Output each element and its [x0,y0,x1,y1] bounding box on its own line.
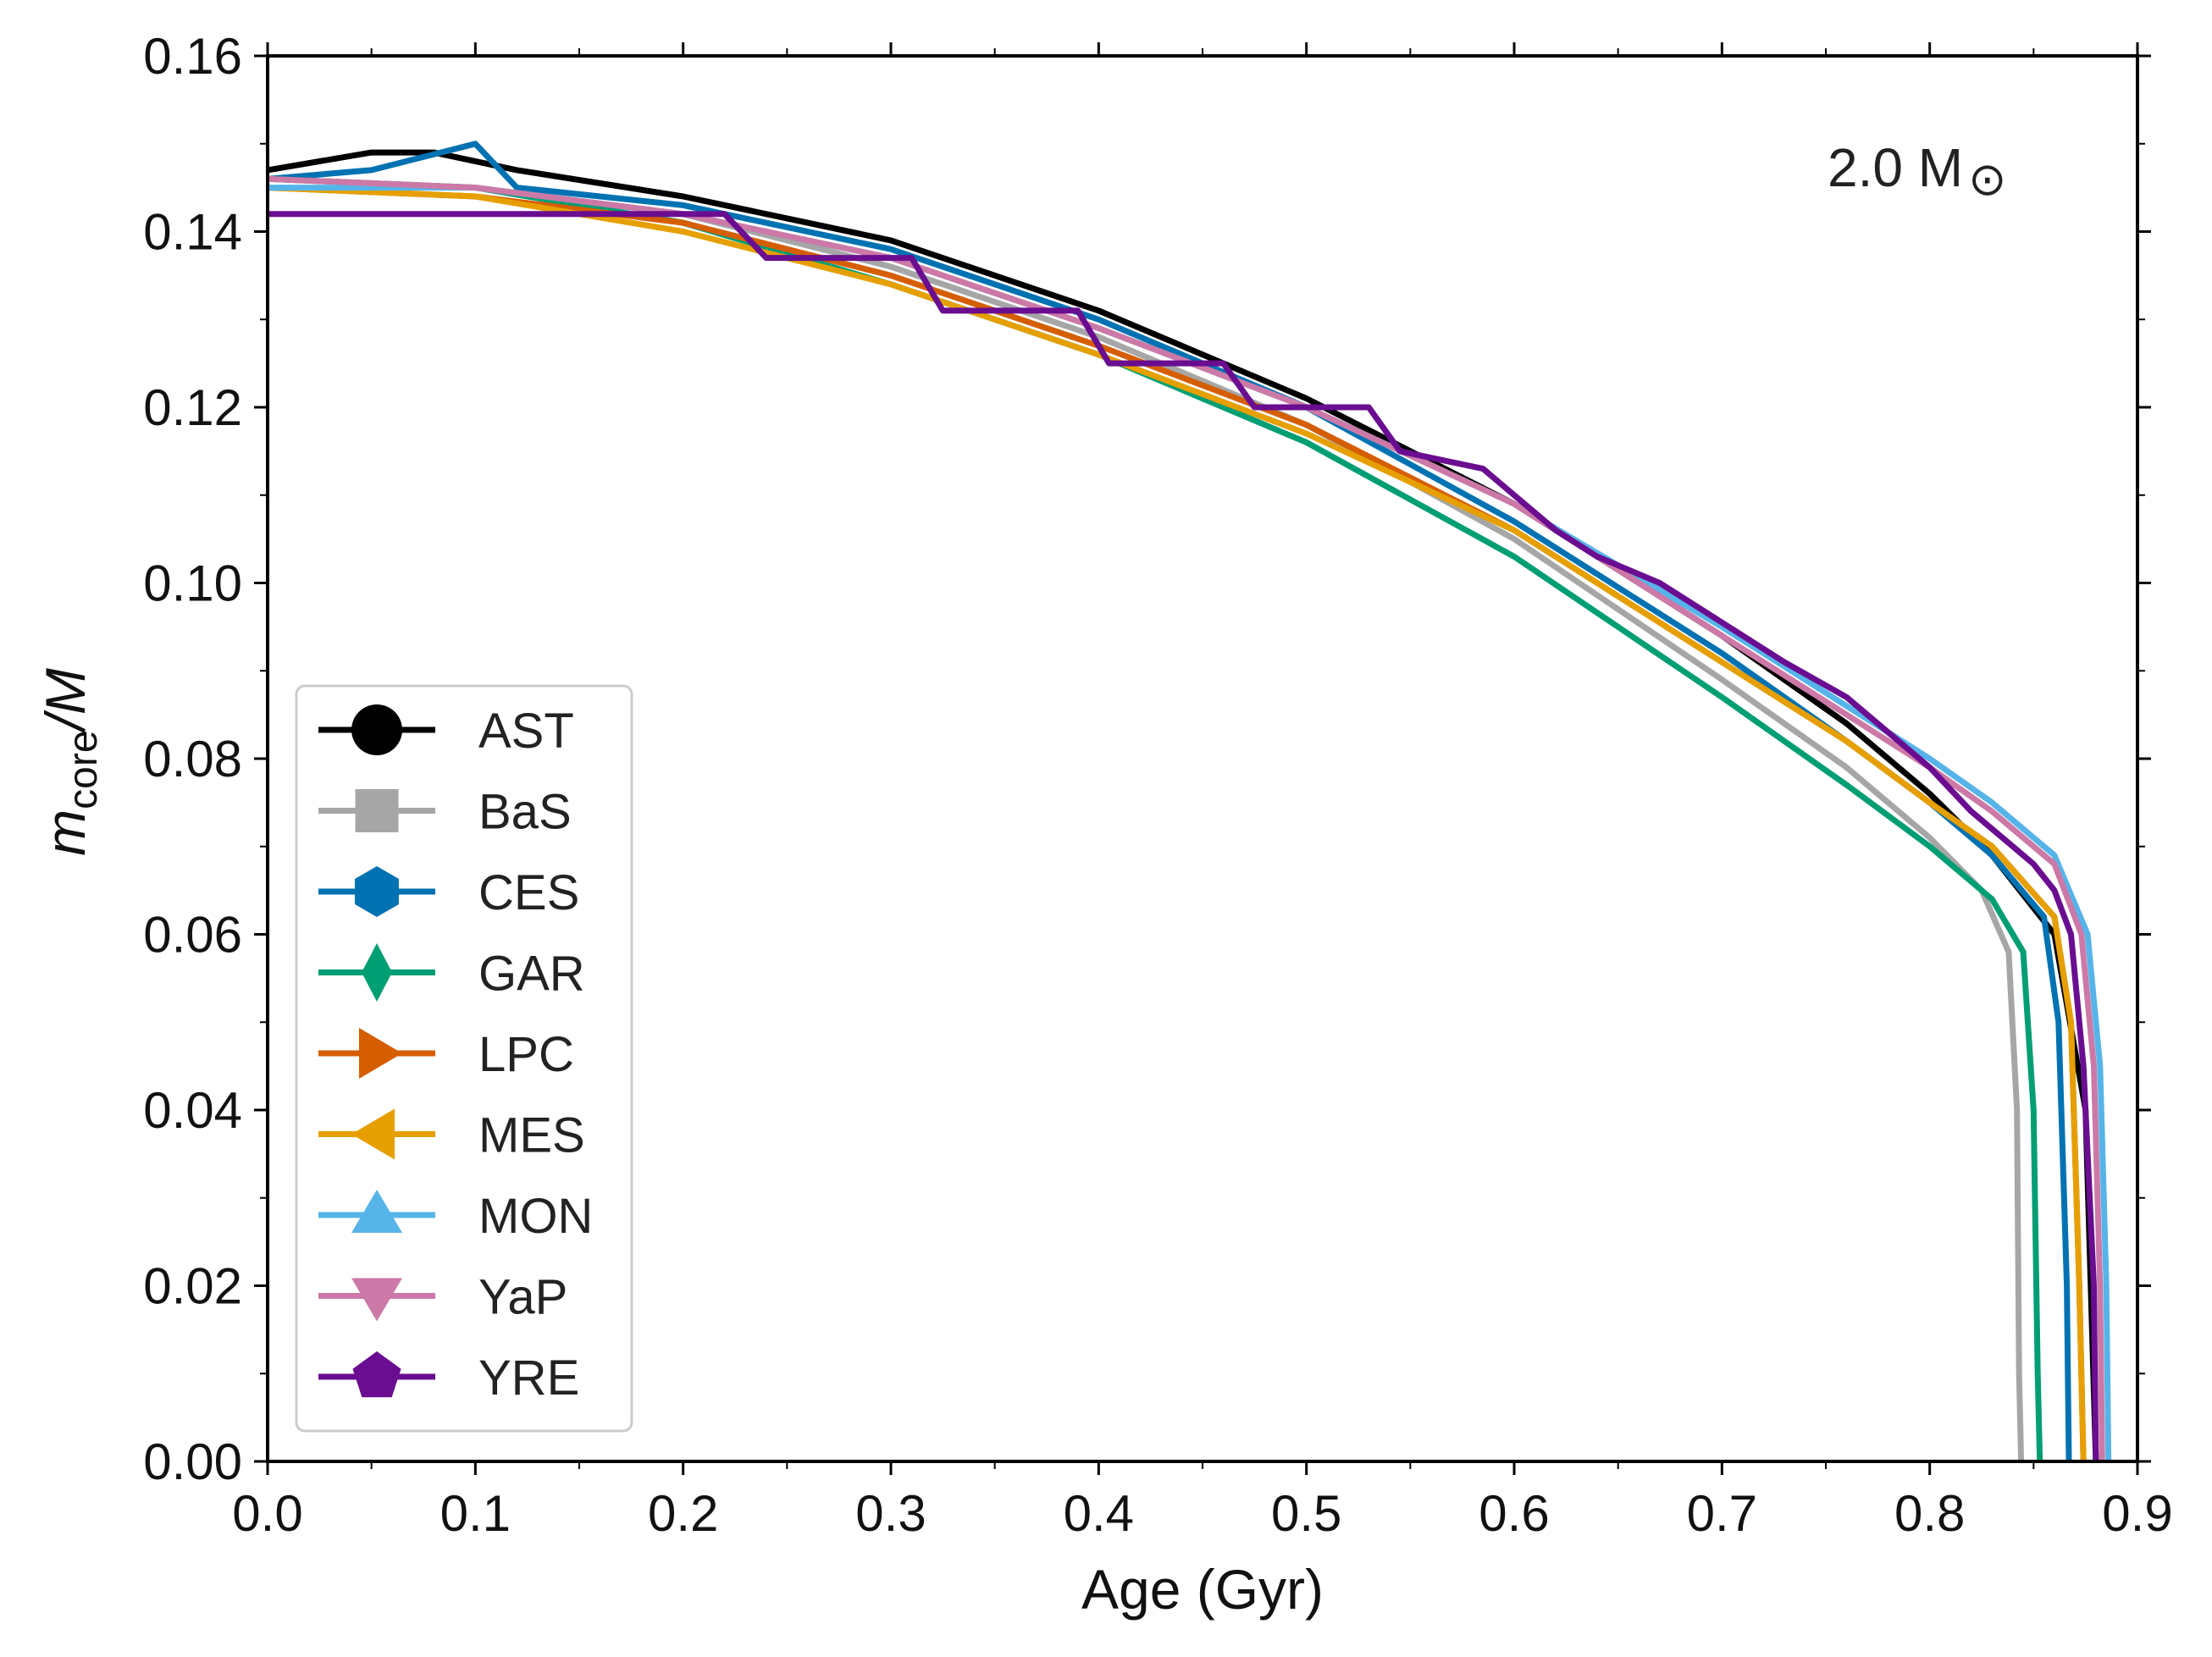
legend-marker-diamond [362,943,392,1002]
sun-symbol: ⊙ [1968,154,2006,205]
y-tick-label: 0.14 [143,204,242,261]
series-layer [267,141,2112,1462]
legend-item-mon: MON [318,1189,593,1244]
legend-item-yre: YRE [318,1350,579,1406]
y-axis-title-sub: core [61,730,106,809]
series-line-mes [267,185,2087,1462]
y-axis-title: mcore/M [34,668,106,856]
legend-marker-triangle-left [351,1108,395,1160]
legend-marker-triangle-right [359,1028,402,1079]
legend-marker-circle [351,704,402,755]
y-tick-label: 0.16 [143,28,242,85]
ticks-layer: 0.0 0.1 0.2 0.3 0.4 0.5 0.6 0.7 0.8 0.9 0.00 0.02 0.… [143,28,2172,1542]
x-tick-label: 0.5 [1271,1485,1341,1542]
y-tick-label: 0.12 [143,379,242,436]
legend-item-ces: CES [318,865,579,920]
legend-marker-hexagon [355,866,399,917]
legend-marker-triangle-up [351,1190,402,1233]
y-tick-label: 0.10 [143,555,242,612]
legend-marker-pentagon [352,1351,401,1398]
legend-frame [295,684,633,1433]
x-tick-label: 0.3 [855,1485,926,1542]
x-tick-label: 0.0 [232,1485,302,1542]
x-tick-label: 0.9 [2102,1485,2172,1542]
legend-item-bas: BaS [318,785,572,840]
legend-label: MON [478,1189,593,1244]
legend-item-lpc: LPC [318,1027,574,1082]
legend-marker-square [355,789,399,832]
legend-item-mes: MES [318,1108,585,1163]
y-tick-label: 0.04 [143,1082,242,1139]
x-tick-label: 0.6 [1479,1485,1549,1542]
legend-marker-triangle-down [351,1278,402,1322]
series-line-yap [267,175,2105,1462]
y-tick-label: 0.02 [143,1258,242,1315]
y-tick-label: 0.08 [143,731,242,787]
series-line-ces [267,141,2072,1462]
x-axis-title: Age (Gyr) [1081,1558,1324,1621]
legend: AST BaS CES GAR LPC MES MON YaP YRE [295,684,633,1433]
mass-annotation: 2.0 M ⊙ [1828,137,2006,205]
legend-item-gar: GAR [318,943,585,1002]
legend-label: AST [478,704,574,759]
y-axis-title-rest: /M [34,668,97,733]
x-tick-label: 0.7 [1687,1485,1757,1542]
legend-label: CES [478,865,579,920]
y-tick-label: 0.06 [143,907,242,964]
mass-annotation-value: 2.0 M [1828,137,1963,198]
y-axis-title-m: m [34,809,97,856]
legend-label: MES [478,1108,585,1163]
legend-label: YaP [478,1270,567,1325]
series-line-yre [268,211,2099,1462]
x-tick-label: 0.1 [440,1485,511,1542]
legend-item-ast: AST [318,704,574,759]
legend-label: GAR [478,947,585,1002]
legend-label: BaS [478,785,572,840]
x-tick-label: 0.8 [1894,1485,1965,1542]
x-tick-label: 0.2 [648,1485,718,1542]
x-tick-label: 0.4 [1064,1485,1134,1542]
legend-items: AST BaS CES GAR LPC MES MON YaP YRE [318,704,593,1406]
legend-label: LPC [478,1027,574,1082]
y-tick-label: 0.00 [143,1433,242,1490]
legend-label: YRE [478,1350,579,1406]
legend-item-yap: YaP [318,1270,567,1325]
